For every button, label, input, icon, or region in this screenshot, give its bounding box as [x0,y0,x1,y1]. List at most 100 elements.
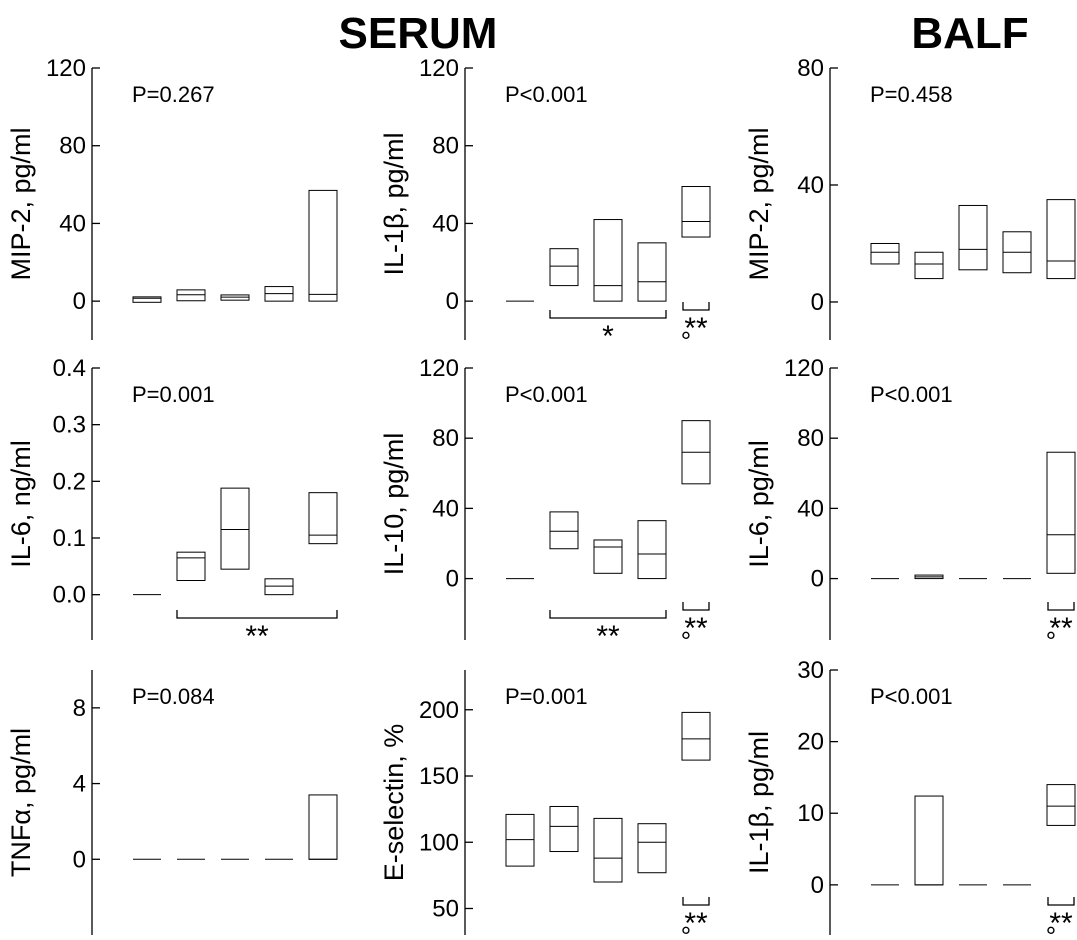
balf-title: BALF [911,9,1028,58]
box-rect [549,511,579,550]
panel-balf-il1b: 0 10 20 30 IL-1β, pg/ml P<0.001 **° [744,657,1076,940]
y-tick-label: 120 [46,55,86,82]
p-value: P=0.267 [132,82,215,107]
group-marker-circle: ° [681,626,691,656]
box-rect [1046,199,1076,280]
group-marker-bracket [682,897,710,906]
box-rect [308,492,338,545]
box-rect [549,805,579,853]
significance-stars: ** [245,620,269,653]
p-value: P<0.001 [870,684,953,709]
y-tick-label: 4 [73,771,86,798]
panel-serum-il6: 0.0 0.1 0.2 0.3 0.4 IL-6, ng/ml P=0.001 ** [6,355,338,653]
y-tick-label: 0 [811,289,824,316]
box-rect [914,251,944,280]
p-value: P<0.001 [870,382,953,407]
group-marker-bracket [682,602,710,611]
box-rect [176,551,206,582]
panel-serum-mip2: 0 40 80 120 MIP-2, pg/ml P=0.267 [6,55,338,340]
y-axis-label: IL-6, ng/ml [6,440,36,568]
y-tick-label: 200 [419,697,459,724]
box-rect [1046,451,1076,574]
y-tick-label: 120 [419,355,459,382]
y-tick-label: 150 [419,763,459,790]
box-rect [593,219,623,302]
box-rect [308,189,338,302]
box-rect [505,813,535,867]
y-tick-label: 0.0 [53,582,86,609]
y-tick-label: 120 [784,355,824,382]
significance-stars: ** [596,620,620,653]
group-marker-circle: ° [1046,921,1056,940]
box-rect [958,204,988,271]
box-rect [264,578,294,596]
group-marker-stars: ** [684,612,708,645]
box-rect [549,248,579,287]
box-rect [637,242,667,302]
box-rect [870,242,900,265]
group-marker-stars: ** [684,907,708,940]
panel-serum-eselectin: 50 100 150 200 E-selectin, % P=0.001 **° [379,670,711,940]
group-marker-circle: ° [681,326,691,356]
panel-serum-tnfa: 0 4 8 TNFα, pg/ml P=0.084 [6,670,338,935]
y-tick-label: 40 [59,210,86,237]
y-tick-label: 40 [797,495,824,522]
significance-bracket [549,310,667,319]
y-tick-label: 0 [73,288,86,315]
y-axis-label: IL-6, pg/ml [744,440,774,568]
y-tick-label: 100 [419,829,459,856]
panel-balf-il6: 0 40 80 120 IL-6, pg/ml P<0.001 **° [744,355,1076,656]
y-axis-label: IL-1β, pg/ml [744,731,774,874]
group-marker-bracket [1047,602,1075,611]
y-tick-label: 80 [797,55,824,82]
group-marker-stars: ** [684,312,708,345]
y-tick-label: 0 [446,288,459,315]
box-rect [176,289,206,302]
y-axis-label: IL-1β, pg/ml [379,132,409,275]
y-tick-label: 0.2 [53,468,86,495]
group-marker-bracket [1047,897,1075,906]
y-axis-label: IL-10, pg/ml [379,433,409,576]
box-rect [308,794,338,860]
y-tick-label: 20 [797,729,824,756]
y-axis-label: TNFα, pg/ml [6,728,36,877]
box-rect [593,539,623,574]
box-rect [220,487,250,570]
group-marker-stars: ** [1049,907,1073,940]
box-rect [681,711,711,761]
group-marker-stars: ** [1049,612,1073,645]
box-rect [914,795,944,886]
group-marker-bracket [682,302,710,311]
y-tick-label: 0.3 [53,412,86,439]
box-rect [593,817,623,883]
significance-bracket [549,610,667,619]
box-rect [132,296,162,303]
p-value: P=0.001 [505,684,588,709]
y-tick-label: 0 [811,872,824,899]
y-axis-label: MIP-2, pg/ml [6,127,36,280]
y-tick-label: 0 [446,566,459,593]
box-rect [637,520,667,580]
y-tick-label: 80 [797,425,824,452]
y-tick-label: 0.4 [53,355,86,382]
y-tick-label: 80 [432,425,459,452]
box-rect [681,186,711,238]
panel-balf-mip2: 0 40 80 MIP-2, pg/ml P=0.458 [744,55,1076,340]
y-tick-label: 50 [432,896,459,923]
y-tick-label: 0 [73,846,86,873]
y-axis-label: E-selectin, % [379,724,409,882]
y-tick-label: 40 [432,495,459,522]
significance-stars: * [602,320,614,353]
box-rect [637,823,667,874]
y-tick-label: 40 [797,172,824,199]
serum-title: SERUM [339,9,498,58]
y-axis-label: MIP-2, pg/ml [744,127,774,280]
y-tick-label: 80 [432,133,459,160]
y-tick-label: 0 [811,566,824,593]
group-marker-circle: ° [681,921,691,940]
y-tick-label: 10 [797,800,824,827]
y-tick-label: 30 [797,657,824,684]
